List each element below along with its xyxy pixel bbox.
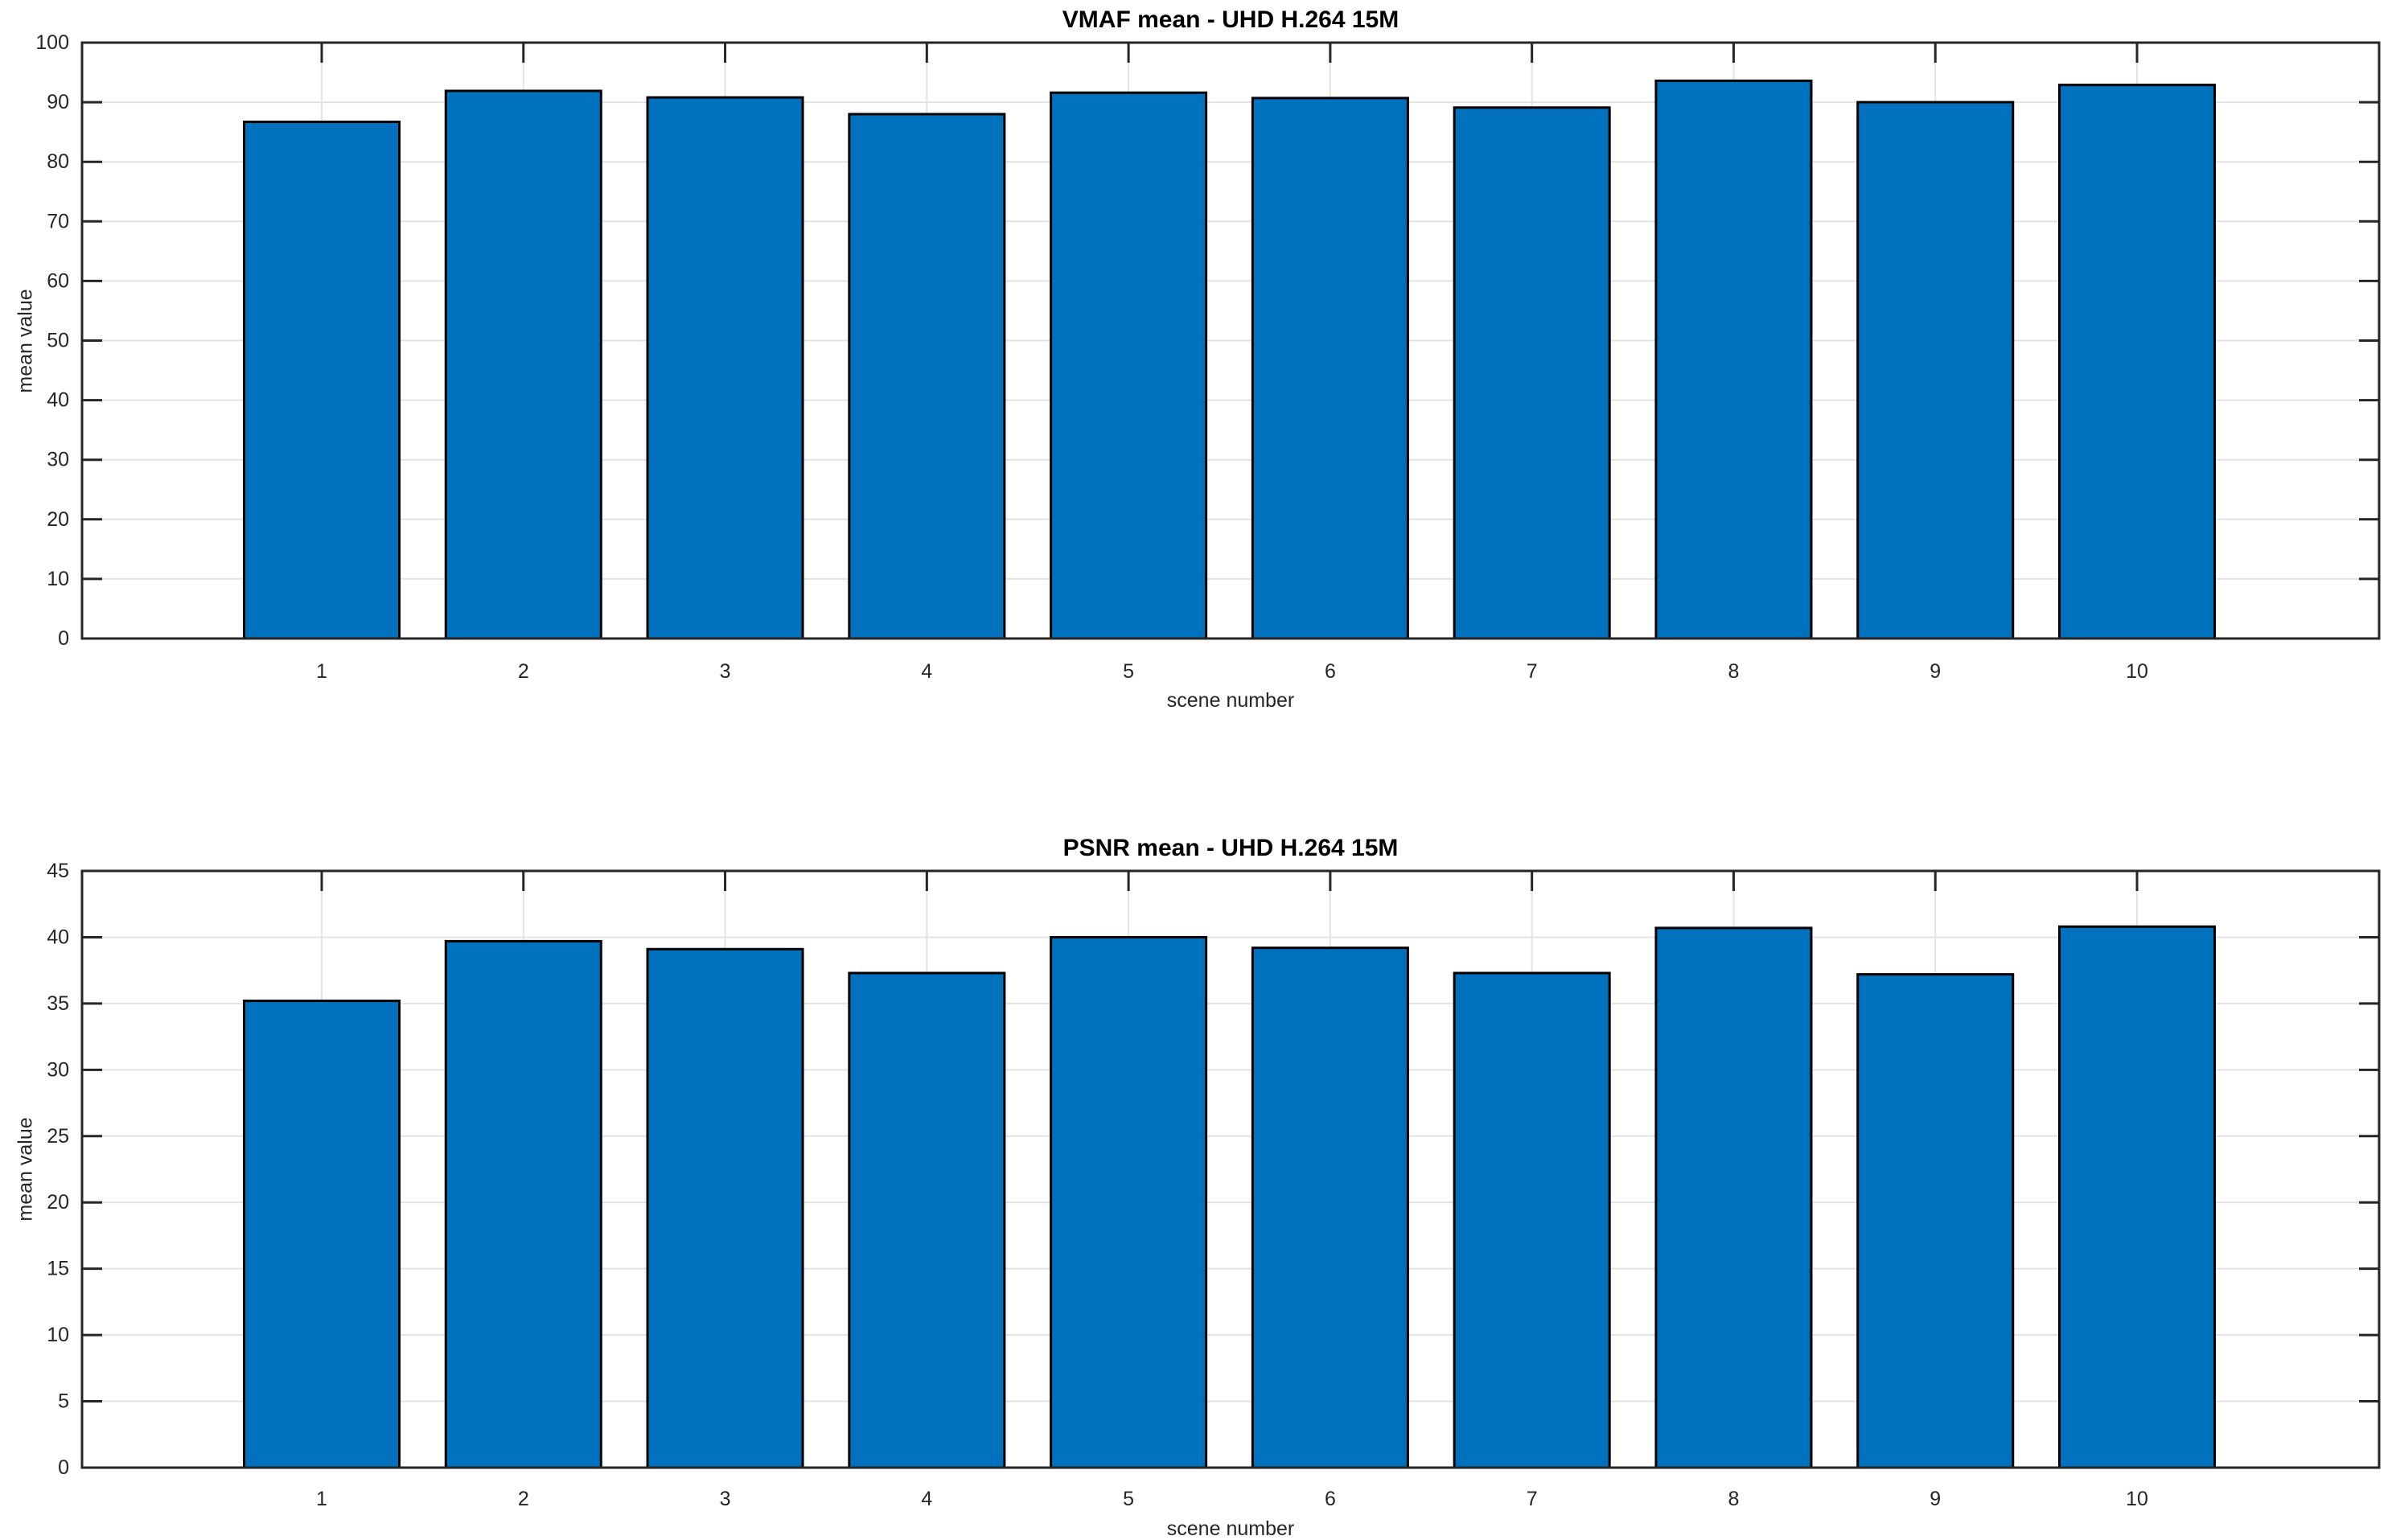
plot-box [80,41,2381,640]
y-tick-label: 20 [47,1191,69,1214]
y-tick-label: 45 [47,860,69,882]
x-tick-label: 7 [1527,660,1538,683]
bar-scene-6 [1251,947,1409,1469]
bar-scene-1 [243,1000,401,1469]
y-tick-label: 0 [58,627,69,650]
y-tick-label: 10 [47,568,69,590]
chart1: 0 10 20 30 40 50 60 70 80 90 100 1 2 3 4 5 6 7 8 9 10 [35,31,2381,683]
chart1-title: VMAF mean - UHD H.264 15M [1062,6,1399,33]
bar-scene-6 [1251,97,1409,640]
x-tick-label: 9 [1930,1488,1941,1510]
x-tick-label: 1 [316,660,327,683]
x-tick-label: 4 [921,660,932,683]
bar-scene-3 [646,96,804,640]
y-tick-label: 30 [47,1058,69,1081]
plot-box [80,869,2381,1469]
x-tick-label: 6 [1325,1488,1336,1510]
y-tick-label: 0 [58,1456,69,1479]
chart2-title: PSNR mean - UHD H.264 15M [1062,835,1399,861]
bar-scene-5 [1050,935,1208,1469]
x-tick-label: 8 [1728,660,1740,683]
bar-scene-8 [1654,79,1813,640]
y-tick-label: 5 [58,1390,69,1413]
x-tick-label: 1 [316,1488,327,1510]
y-tick-label: 60 [47,269,69,292]
x-tick-label: 5 [1123,660,1134,683]
bar-scene-1 [243,121,401,640]
y-tick-label: 10 [47,1324,69,1346]
y-tick-label: 40 [47,926,69,948]
y-tick-label: 20 [47,508,69,531]
y-tick-label: 90 [47,91,69,113]
x-tick-label: 10 [2126,660,2148,683]
y-tick-label: 80 [47,150,69,173]
y-tick-label: 15 [47,1258,69,1280]
bar-scene-5 [1050,91,1208,640]
bar-scene-9 [1856,973,2015,1469]
y-tick-label: 100 [35,31,69,54]
y-tick-label: 40 [47,389,69,412]
x-tick-label: 6 [1325,660,1336,683]
x-tick-label: 3 [720,1488,731,1510]
x-tick-label: 7 [1527,1488,1538,1510]
y-tick-label: 35 [47,992,69,1015]
y-tick-label: 25 [47,1125,69,1148]
x-tick-label: 2 [518,660,529,683]
y-tick-label: 70 [47,210,69,232]
x-tick-label: 10 [2126,1488,2148,1510]
bar-scene-7 [1453,971,1611,1469]
x-tick-label: 5 [1123,1488,1134,1510]
bar-scene-10 [2058,84,2217,640]
bar-scene-7 [1453,106,1611,640]
x-tick-label: 3 [720,660,731,683]
x-tick-label: 4 [921,1488,932,1510]
bar-scene-2 [444,939,602,1469]
bar-scene-4 [848,113,1006,640]
bar-scene-3 [646,947,804,1469]
chart2-x-axis-label: scene number [1166,1517,1295,1540]
bar-scene-4 [848,971,1006,1469]
y-tick-label: 50 [47,330,69,352]
x-tick-label: 8 [1728,1488,1740,1510]
bar-scene-10 [2058,925,2217,1469]
bar-scene-9 [1856,101,2015,640]
x-tick-label: 9 [1930,660,1941,683]
y-tick-label: 30 [47,449,69,471]
x-tick-label: 2 [518,1488,529,1510]
bar-scene-8 [1654,926,1813,1469]
chart1-x-axis-label: scene number [1166,689,1295,712]
bar-scene-2 [444,89,602,640]
